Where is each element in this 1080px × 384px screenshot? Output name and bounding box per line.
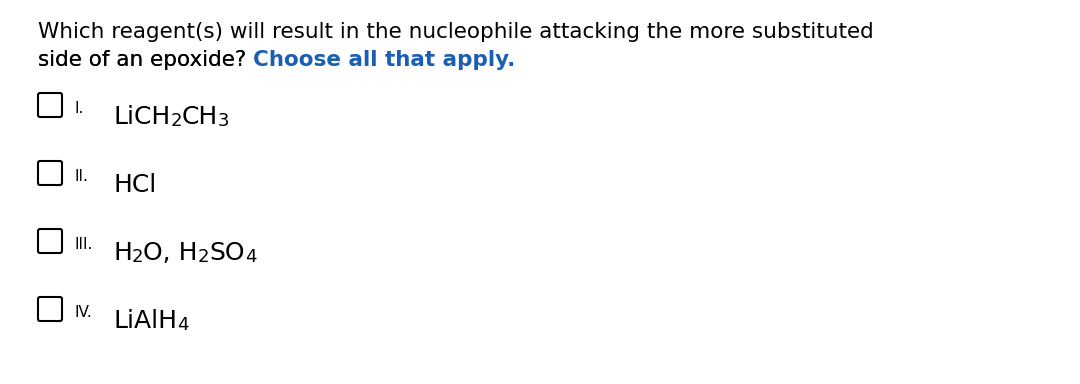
FancyBboxPatch shape <box>38 229 62 253</box>
FancyBboxPatch shape <box>38 93 62 117</box>
Text: SO: SO <box>210 241 245 265</box>
Text: side of an epoxide?: side of an epoxide? <box>38 50 253 70</box>
Text: LiCH: LiCH <box>113 105 171 129</box>
Text: IV.: IV. <box>75 305 92 320</box>
Text: 2: 2 <box>198 248 210 266</box>
FancyBboxPatch shape <box>38 297 62 321</box>
Text: Choose all that apply.: Choose all that apply. <box>253 50 515 70</box>
Text: CH: CH <box>181 105 218 129</box>
Text: II.: II. <box>75 169 87 184</box>
Text: Which reagent(s) will result in the nucleophile attacking the more substituted: Which reagent(s) will result in the nucl… <box>38 22 874 42</box>
Text: LiAlH: LiAlH <box>113 309 177 333</box>
Text: 4: 4 <box>245 248 256 266</box>
Text: III.: III. <box>75 237 93 252</box>
Text: HCl: HCl <box>113 173 157 197</box>
Text: I.: I. <box>75 101 83 116</box>
Text: side of an epoxide?: side of an epoxide? <box>38 50 253 70</box>
Text: 4: 4 <box>177 316 189 334</box>
Text: 3: 3 <box>218 112 229 130</box>
Text: H: H <box>113 241 132 265</box>
FancyBboxPatch shape <box>38 161 62 185</box>
Text: 2: 2 <box>171 112 181 130</box>
Text: 2: 2 <box>132 248 144 266</box>
Text: O, H: O, H <box>144 241 198 265</box>
